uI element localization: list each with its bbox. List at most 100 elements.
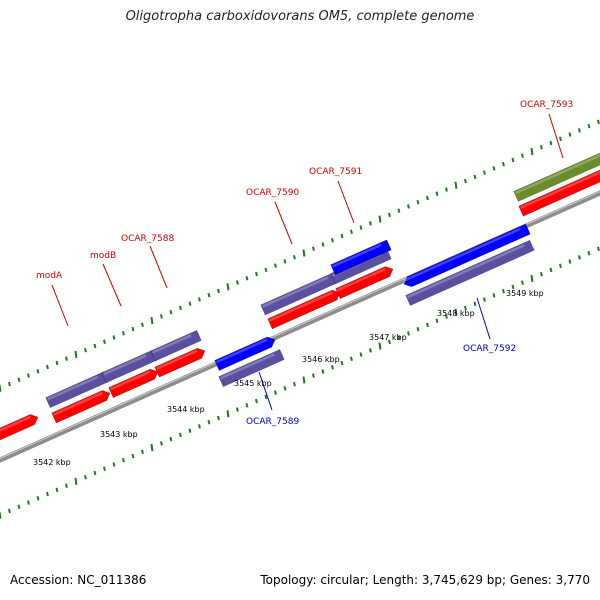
tick-mark [217,288,220,294]
cds-arrow [403,223,531,288]
tick-mark [321,369,325,374]
tick-mark [511,284,515,290]
tick-mark [435,318,439,323]
orf-block-shine [407,243,525,299]
tick-mark [407,331,410,336]
scale-label: 3543 kbp [100,430,138,439]
orf-block-shine [262,276,329,308]
tick-mark [454,308,458,316]
cds-block [330,239,392,276]
tick-mark [103,466,106,471]
cds-arrow [267,289,341,330]
tick-mark [245,276,249,281]
rna-block [513,149,600,202]
tick-mark [122,331,125,336]
tick-mark [36,496,40,501]
label-leaders [51,113,564,411]
cds-arrow [0,414,39,443]
tick-mark [226,410,230,418]
cds-arrow-shape [403,223,531,288]
tick-mark [502,288,505,294]
gene-label: modA [36,271,63,281]
tick-mark [473,174,477,180]
tick-mark [331,365,334,370]
cds-arrow [518,168,600,217]
cds-arrow [108,368,159,399]
tick-mark [321,242,325,247]
tick-mark [530,147,534,156]
orf-block-shine [103,354,147,376]
tick-mark [587,250,591,256]
tick-mark [46,491,49,497]
tick-mark [578,128,581,133]
tick-mark [188,428,192,433]
tick-mark [93,343,97,349]
tick-mark [17,504,21,509]
rna-block-shape [513,149,600,202]
tick-mark [597,119,600,125]
tick-mark [407,204,410,209]
tick-mark [483,170,486,175]
cds-arrow-shine [0,415,31,436]
tick-mark [8,508,11,514]
tick-mark [559,263,562,269]
scale-label: 3548 kbp [437,309,475,318]
label-leader [258,371,273,411]
tick-mark [255,398,258,404]
tick-mark [340,233,344,239]
gene-labels: modA modB OCAR_7588 OCAR_7590 OCAR_7591 OCAR_… [36,100,573,427]
cds-arrow-shine [403,227,521,282]
orf-block-shape [45,371,109,409]
tick-mark [445,314,448,319]
cds-arrow-shine [520,170,600,209]
tick-mark [587,123,591,129]
tick-mark [492,293,496,298]
cds-arrow-shape [335,266,394,300]
cds-arrow-shape [154,347,206,378]
tick-mark [350,229,353,235]
tick-mark [169,436,173,442]
label-leader [548,113,564,159]
tick-mark [568,259,572,264]
tick-mark [530,274,534,283]
tick-mark [378,215,382,223]
cds-arrow-shape [108,368,159,399]
tick-mark [473,301,477,307]
gene-label: modB [90,251,116,261]
tick-mark [226,283,230,291]
cds-arrow-shape [0,414,39,443]
tick-mark [540,145,543,150]
gene-label: OCAR_7592 [463,344,516,354]
tick-mark [331,238,334,243]
tick-mark [426,195,429,201]
tick-mark [131,326,135,332]
tick-mark [464,178,467,184]
tick-mark [141,449,144,455]
tick-mark [350,356,353,362]
tick-mark [302,249,306,257]
tick-mark [207,292,211,298]
tick-mark [255,271,258,277]
tick-mark [93,470,97,476]
cds-arrow-shape [214,336,276,371]
tick-mark [312,246,315,251]
cds-arrow-shape [518,168,600,217]
tick-mark [55,360,59,366]
tick-mark [112,462,116,467]
accession-text: Accession: NC_011386 [10,573,147,587]
tick-mark [293,254,296,260]
tick-mark [388,212,391,218]
tick-mark [578,255,581,260]
tick-mark [84,474,87,480]
cds-arrow-shape [267,289,341,330]
tick-mark [160,441,163,446]
tick-mark [464,305,467,311]
label-leader [274,201,293,245]
gene-label: OCAR_7593 [520,100,573,110]
tick-mark [388,339,391,345]
gene-label: OCAR_7591 [309,167,362,177]
tick-mark [245,403,249,408]
tick-mark [65,483,68,488]
gene-label: OCAR_7589 [246,417,299,427]
